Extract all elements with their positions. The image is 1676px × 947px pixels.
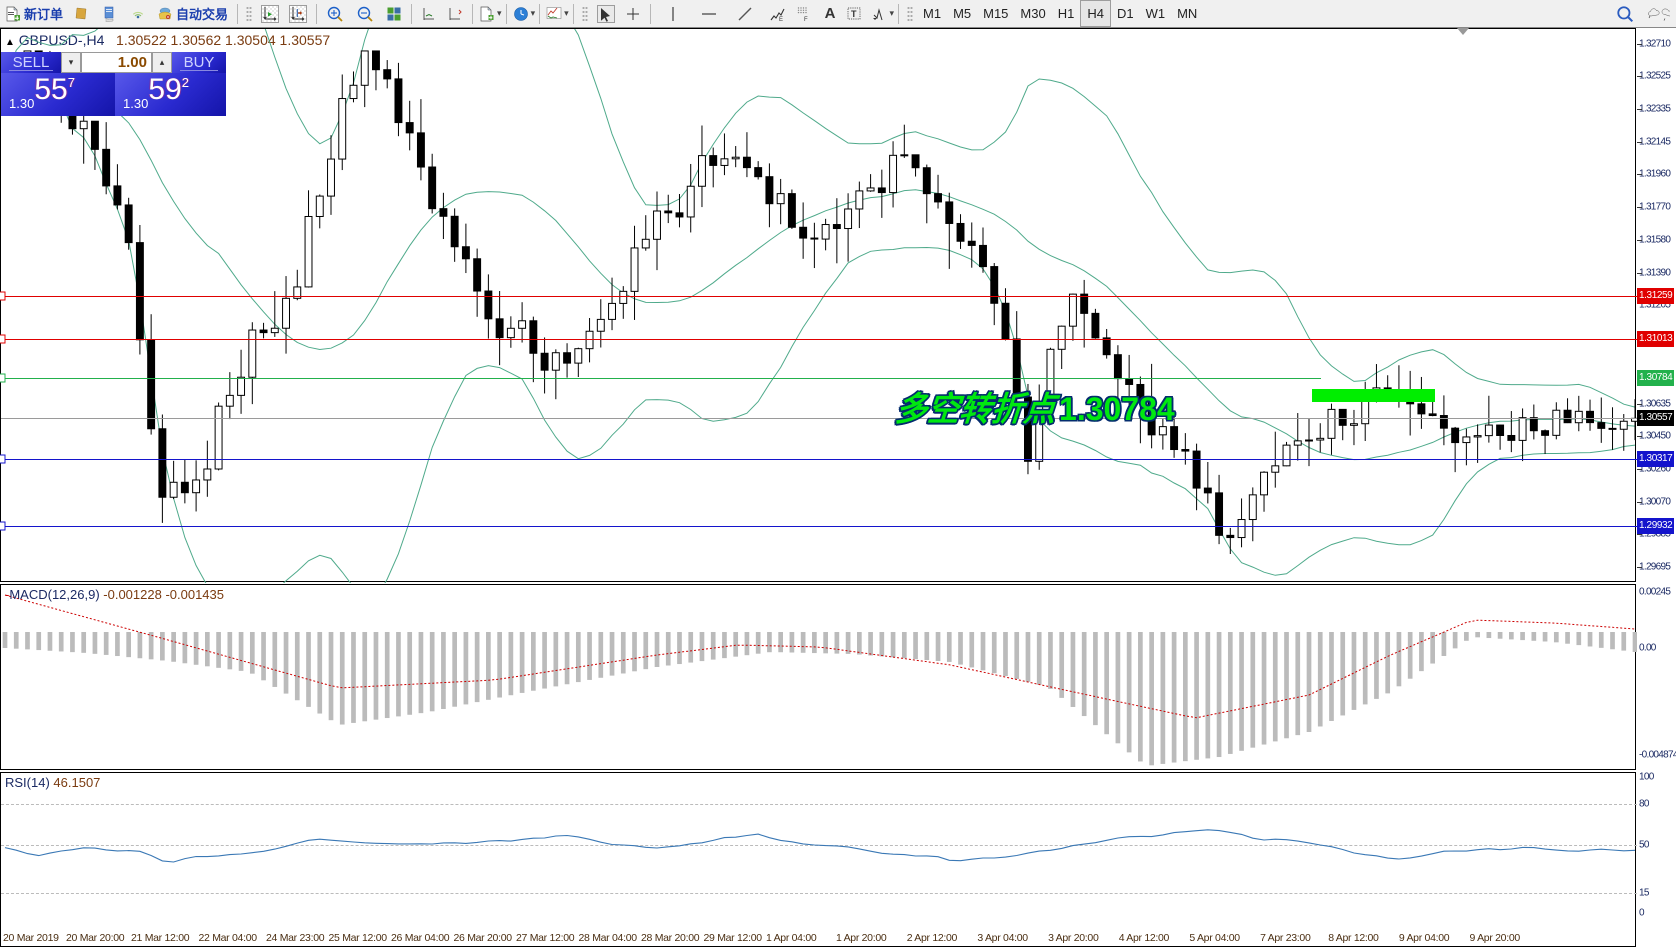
svg-text:F: F <box>804 17 808 22</box>
svg-text:T: T <box>851 9 857 19</box>
svg-text:E: E <box>779 17 783 22</box>
